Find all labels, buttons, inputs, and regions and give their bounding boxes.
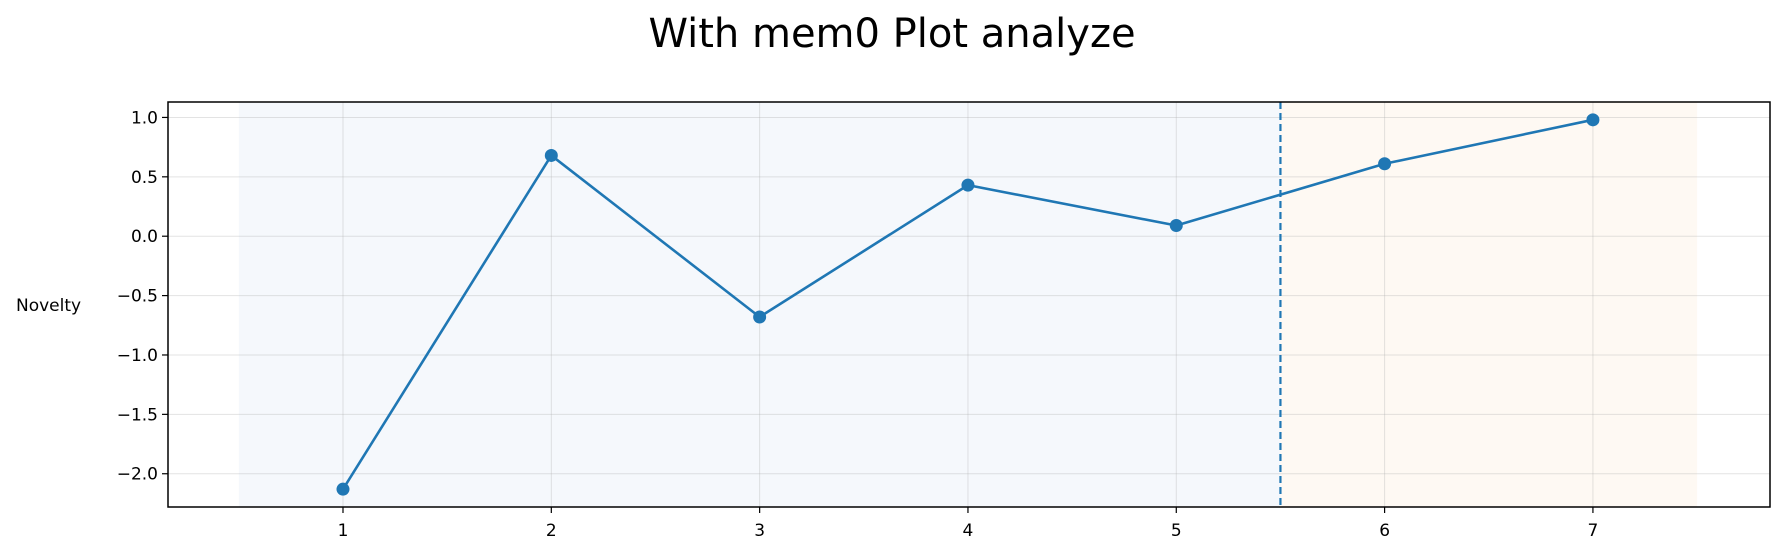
shaded-region-1 (238, 102, 1281, 507)
data-point-7 (1586, 113, 1600, 127)
x-tick-label: 1 (338, 521, 349, 541)
grid-lines (168, 102, 1770, 507)
shaded-region-2 (1280, 102, 1698, 507)
data-point-2 (544, 148, 558, 162)
data-point-3 (753, 310, 767, 324)
y-tick-label: −1.5 (117, 405, 158, 425)
data-point-4 (961, 178, 975, 192)
x-tick-label: 3 (754, 521, 765, 541)
x-tick-label: 5 (1171, 521, 1182, 541)
y-tick-label: 0.5 (131, 168, 158, 188)
y-tick-label: −0.5 (117, 287, 158, 307)
plot-frame (167, 101, 1771, 508)
data-point-5 (1169, 219, 1183, 233)
y-tick-label: 0.0 (131, 227, 158, 247)
chart-title: With mem0 Plot analyze (648, 11, 1135, 57)
data-point-6 (1378, 157, 1392, 171)
x-tick-label: 2 (546, 521, 557, 541)
shaded-regions (238, 102, 1698, 507)
y-axis-label: Novelty (16, 296, 81, 316)
data-point-1 (336, 482, 350, 496)
y-tick-label: −1.0 (117, 346, 158, 366)
axes-frame (167, 101, 1771, 508)
y-axis-ticks: 1.0 0.5 0.0 −0.5 −1.0 −1.5 −2.0 (117, 108, 168, 485)
x-tick-label: 6 (1379, 521, 1390, 541)
x-tick-label: 7 (1588, 521, 1599, 541)
x-axis-ticks: 1 2 3 4 5 6 7 (338, 507, 1599, 541)
series-layer (336, 113, 1600, 496)
y-tick-label: 1.0 (131, 108, 158, 128)
y-tick-label: −2.0 (117, 465, 158, 485)
x-tick-label: 4 (963, 521, 974, 541)
